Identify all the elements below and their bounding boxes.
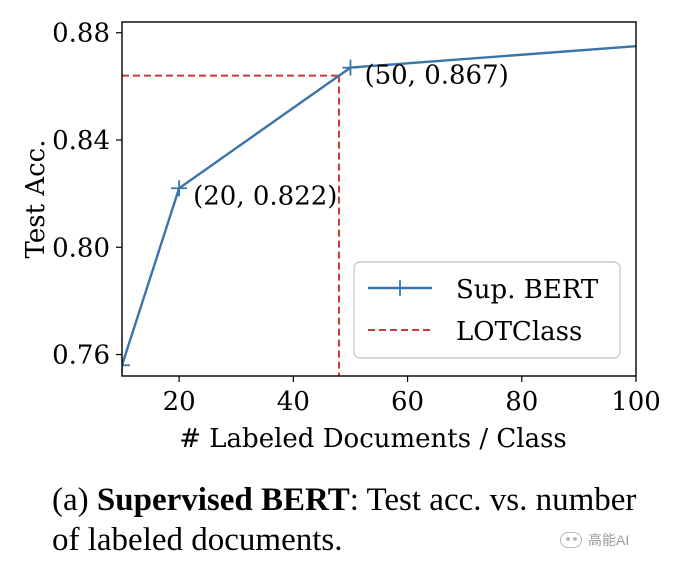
y-tick-label: 0.80: [52, 233, 110, 263]
watermark: 高能AI: [560, 530, 629, 550]
data-point-marker: [122, 357, 130, 374]
data-point-marker: [171, 180, 188, 197]
caption-prefix: (a): [52, 482, 97, 518]
x-tick-label: 40: [277, 387, 310, 417]
legend-entry-sup-bert: Sup. BERT: [456, 275, 599, 305]
y-axis-label: Test Acc.: [21, 140, 51, 259]
x-axis-label: # Labeled Documents / Class: [179, 424, 567, 454]
series-line: [122, 44, 636, 366]
watermark-text: 高能AI: [588, 532, 630, 548]
point-annotation: (50, 0.867): [364, 61, 508, 91]
data-point-marker: [342, 59, 359, 76]
y-tick-label: 0.88: [52, 19, 110, 49]
y-tick-label: 0.76: [52, 341, 110, 371]
legend: Sup. BERT LOTClass: [353, 261, 621, 359]
y-tick-label: 0.84: [52, 126, 110, 156]
x-tick-label: 20: [163, 387, 196, 417]
caption-bold: Supervised BERT: [96, 482, 350, 518]
plot-frame: [121, 21, 637, 377]
caption-rest: : Test acc. vs. number of labeled docume…: [52, 482, 637, 558]
legend-entry-lotclass: LOTClass: [456, 317, 582, 347]
x-tick-label: 80: [505, 387, 538, 417]
accuracy-line-chart: 20 40 60 80 100 0.76 0.80 0.84 0.88 # Labeled Doc…: [21, 19, 661, 454]
x-tick-label: 60: [391, 387, 424, 417]
point-annotation: (20, 0.822): [193, 181, 337, 211]
wechat-icon: [560, 532, 582, 548]
legend-box: [353, 261, 621, 359]
figure-caption: (a) Supervised BERT: Test acc. vs. numbe…: [52, 480, 652, 560]
x-tick-label: 100: [611, 387, 661, 417]
